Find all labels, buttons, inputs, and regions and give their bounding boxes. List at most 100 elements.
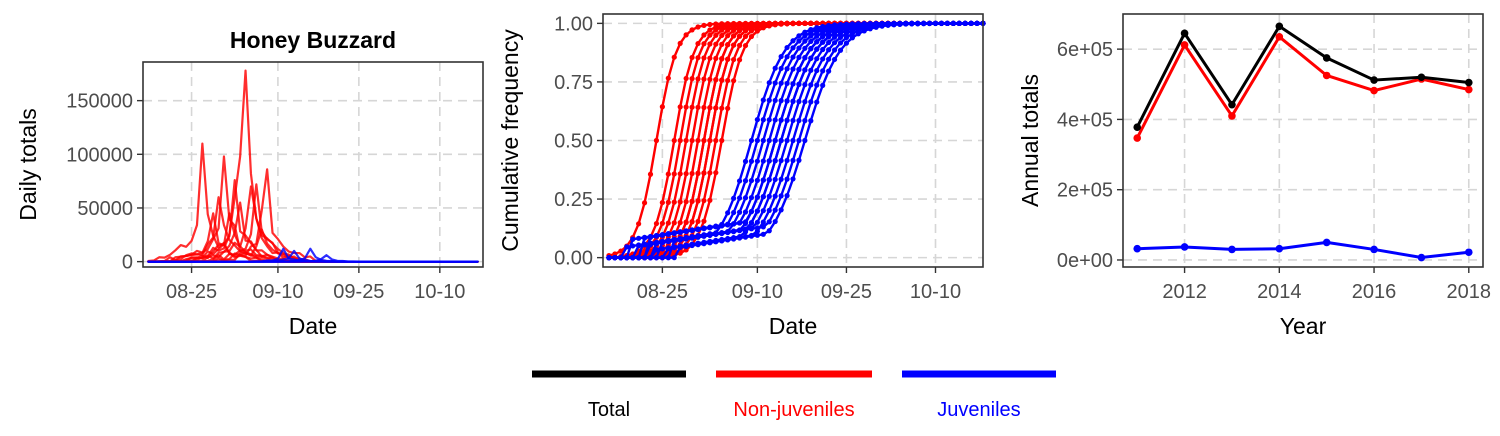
data-point	[671, 230, 677, 236]
data-point	[808, 38, 814, 45]
data-point	[820, 46, 826, 53]
data-point	[826, 34, 832, 40]
x-tick-label: 09-25	[333, 281, 384, 303]
data-point	[618, 255, 624, 261]
y-tick-label: 0.75	[554, 72, 593, 94]
data-point	[1275, 244, 1284, 253]
data-point	[760, 158, 766, 164]
data-point	[671, 238, 677, 244]
data-point	[725, 56, 731, 62]
x-tick-label: 10-10	[910, 281, 961, 303]
data-point	[784, 137, 790, 144]
data-point	[618, 248, 624, 254]
data-point	[630, 255, 636, 261]
data-point	[784, 176, 790, 182]
data-point	[814, 29, 820, 36]
data-point	[814, 20, 820, 26]
data-point	[754, 137, 760, 144]
data-point	[612, 255, 618, 261]
data-point	[915, 21, 921, 27]
data-point	[968, 20, 974, 26]
data-point	[814, 67, 820, 74]
data-point	[742, 195, 749, 201]
data-point	[736, 228, 743, 234]
data-point	[748, 28, 755, 34]
cumulative-frequency-panel: 08-25 09-10 09-25 10-10 0.00 0.25 0.50 0.75 1.00…	[497, 13, 986, 339]
legend-label: Non-juveniles	[733, 399, 854, 421]
data-point	[784, 54, 790, 60]
data-point	[689, 219, 695, 225]
data-point	[820, 56, 826, 62]
data-point	[831, 34, 838, 40]
data-point	[897, 21, 903, 27]
data-point	[683, 75, 689, 82]
data-point	[1464, 78, 1473, 87]
data-point	[683, 199, 689, 205]
data-point	[731, 209, 737, 216]
gridlines	[143, 62, 483, 267]
data-point	[748, 194, 755, 201]
data-point	[748, 233, 755, 239]
data-point	[766, 219, 772, 225]
data-point	[742, 219, 749, 225]
data-point	[731, 56, 737, 63]
y-tick-label: 100000	[66, 144, 133, 166]
panel-frame	[1122, 13, 1484, 268]
y-tick-label: 50000	[77, 198, 133, 220]
data-point	[665, 75, 671, 81]
data-point	[802, 38, 808, 44]
data-point	[814, 39, 820, 45]
data-point	[891, 22, 897, 28]
data-point	[808, 46, 814, 52]
data-point	[731, 195, 737, 201]
data-point	[695, 242, 701, 248]
data-point	[784, 98, 790, 104]
data-point	[814, 82, 820, 88]
data-point	[742, 28, 749, 34]
data-point	[820, 39, 826, 45]
data-point	[790, 45, 796, 51]
y-axis-label: Annual totals	[1017, 74, 1043, 207]
data-point	[677, 244, 683, 251]
data-point	[689, 170, 695, 177]
data-point	[742, 227, 749, 233]
x-tick-label: 2018	[1447, 281, 1492, 303]
data-point	[665, 238, 671, 244]
series-juveniles	[606, 20, 986, 261]
data-point	[826, 68, 832, 74]
data-point	[754, 177, 760, 183]
data-point	[701, 137, 707, 144]
data-point	[719, 223, 725, 229]
data-point	[790, 117, 796, 124]
data-point	[736, 28, 743, 34]
data-point	[713, 27, 719, 33]
data-point	[814, 33, 820, 39]
legend-item-juveniles: Juveniles	[902, 370, 1056, 421]
data-point	[701, 55, 707, 61]
data-point	[772, 65, 778, 71]
data-point	[641, 235, 648, 241]
data-point	[683, 219, 689, 225]
y-tick-label: 0.50	[554, 131, 593, 153]
data-point	[725, 210, 731, 216]
data-point	[736, 178, 743, 184]
data-point	[725, 105, 731, 111]
data-point	[1228, 100, 1236, 109]
data-point	[909, 21, 915, 27]
data-point	[725, 77, 731, 84]
y-tick-label: 2e+05	[1057, 180, 1113, 202]
data-point	[689, 54, 695, 61]
data-point	[695, 55, 701, 61]
data-point	[932, 20, 939, 27]
data-point	[725, 237, 731, 243]
data-point	[695, 234, 701, 240]
data-point	[748, 33, 755, 40]
data-point	[689, 227, 695, 233]
data-point	[760, 224, 766, 230]
data-point	[695, 40, 701, 47]
data-point	[1370, 245, 1378, 254]
data-point	[707, 32, 713, 38]
data-point	[790, 157, 796, 163]
data-point	[671, 220, 677, 226]
data-point	[849, 31, 855, 37]
